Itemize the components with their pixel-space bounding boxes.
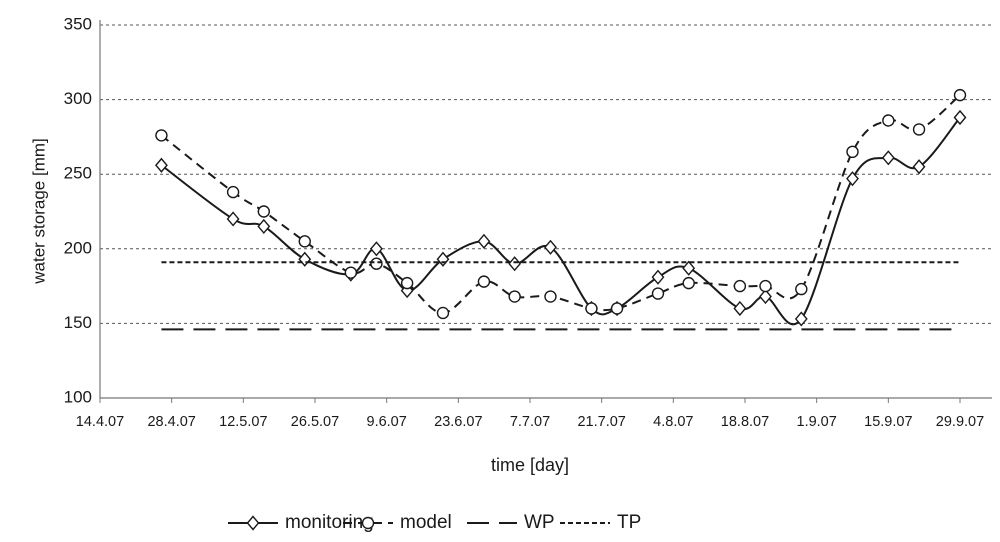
point-marker [682, 260, 696, 276]
point-marker [953, 109, 967, 126]
point-marker [882, 114, 895, 127]
x-tick-label: 29.9.07 [936, 414, 984, 430]
x-tick-label: 21.7.07 [577, 414, 625, 430]
point-marker [953, 88, 967, 102]
y-tick-label: 350 [64, 14, 92, 33]
x-axis-title: time [day] [491, 455, 569, 475]
x-tick-label: 9.6.07 [367, 414, 407, 430]
point-marker [610, 302, 624, 315]
point-marker [155, 157, 168, 173]
y-tick-label: 150 [64, 313, 92, 332]
x-tick-label: 1.9.07 [797, 414, 837, 430]
legend-label: WP [524, 512, 555, 533]
x-tick-label: 15.9.07 [864, 414, 912, 430]
x-tick-label: 18.8.07 [721, 414, 769, 430]
point-marker [682, 276, 695, 290]
legend-label: TP [617, 512, 641, 533]
x-tick-label: 26.5.07 [291, 414, 339, 430]
point-marker [651, 269, 665, 285]
point-marker [912, 123, 926, 136]
point-marker [246, 515, 260, 531]
y-tick-label: 200 [64, 238, 92, 257]
point-marker [226, 211, 240, 227]
series-line [160, 116, 961, 326]
point-marker [298, 251, 312, 267]
point-marker [477, 233, 491, 249]
y-axis-title: water storage [mm] [29, 138, 48, 285]
point-marker [436, 306, 450, 320]
point-marker [795, 282, 808, 296]
x-tick-label: 7.7.07 [510, 414, 550, 430]
x-tick-label: 4.8.07 [653, 414, 693, 430]
y-tick-label: 100 [64, 387, 92, 406]
point-marker [733, 300, 747, 317]
point-marker [794, 311, 808, 327]
point-marker [912, 159, 926, 175]
point-marker [846, 145, 859, 159]
point-marker [370, 257, 383, 270]
point-marker [759, 279, 772, 293]
point-marker [344, 266, 358, 279]
y-tick-label: 250 [64, 164, 92, 183]
x-tick-label: 12.5.07 [219, 414, 267, 430]
point-marker [759, 288, 772, 305]
point-marker [508, 256, 522, 272]
point-marker [651, 287, 665, 300]
point-marker [846, 171, 859, 187]
point-marker [881, 150, 895, 166]
x-tick-label: 23.6.07 [434, 414, 482, 430]
point-marker [370, 241, 383, 257]
point-marker [436, 251, 450, 267]
point-marker [544, 239, 557, 255]
point-marker [508, 290, 521, 303]
y-tick-label: 300 [64, 89, 92, 108]
series-line [160, 94, 961, 314]
legend-label: monitoring [285, 512, 374, 533]
point-marker [733, 279, 747, 293]
point-marker [544, 290, 557, 303]
point-marker [585, 302, 598, 315]
point-marker [400, 276, 414, 290]
point-marker [477, 275, 491, 288]
point-marker [257, 218, 271, 235]
point-marker [361, 516, 375, 530]
point-marker [155, 129, 168, 142]
x-tick-label: 28.4.07 [147, 414, 195, 430]
x-tick-label: 14.4.07 [76, 414, 124, 430]
legend-label: model [400, 512, 452, 533]
point-marker [257, 205, 271, 218]
point-marker [226, 185, 240, 199]
point-marker [298, 235, 311, 248]
